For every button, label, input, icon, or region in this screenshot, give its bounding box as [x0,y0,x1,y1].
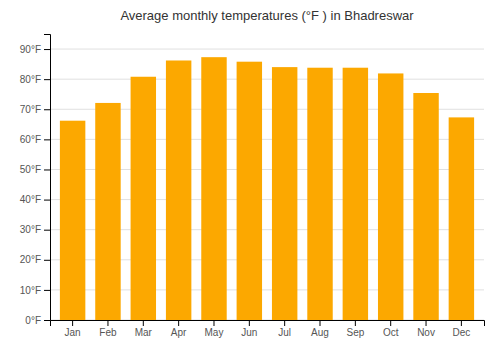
tick-mark [44,260,50,261]
tick-mark [461,320,462,326]
tick-label: 40°F [20,194,41,205]
tick: 20°F [20,254,50,265]
tick-label: 60°F [20,134,41,145]
tick-mark [44,169,50,170]
tick: May [205,320,224,338]
tick-mark [107,320,108,326]
tick-label: 70°F [20,104,41,115]
bar [166,60,191,320]
tick-mark [44,139,50,140]
bar [237,62,262,320]
tick-mark [44,49,50,50]
tick: Jan [65,320,81,338]
plot-area [60,57,474,320]
tick: Aug [311,320,329,338]
tick-mark [44,290,50,291]
bar [413,93,438,320]
tick-label: Jun [241,327,257,338]
bar [272,67,297,320]
tick-label: Dec [452,327,470,338]
tick-mark [426,320,427,326]
tick-mark [44,230,50,231]
title: Average monthly temperatures (°F ) in Bh… [120,8,414,23]
grid-line [50,79,484,80]
tick: Feb [99,320,117,338]
tick-label: Jan [65,327,81,338]
tick-mark [284,320,285,326]
bar [307,68,332,320]
chart: 0°F 10°F 20°F 30°F 40°F 50°F 60°F 70°F 80°F 90°F J… [0,0,500,350]
tick-label: Nov [417,327,435,338]
bar [449,117,474,320]
tick-mark [213,320,214,326]
tick-mark [72,320,73,326]
tick: Oct [383,320,399,338]
x-axis: Jan Feb Mar Apr May Jun Jul Aug Sep Oct Nov Dec [51,320,485,338]
y-axis: 0°F 10°F 20°F 30°F 40°F 50°F 60°F 70°F 80°F 90°F [20,35,51,326]
axis-line [51,321,485,327]
tick-label: Sep [346,327,364,338]
tick-label: May [205,327,224,338]
bar [95,103,120,320]
tick: 80°F [20,74,50,85]
tick-mark [320,320,321,326]
bar [60,121,85,320]
tick-label: Aug [311,327,329,338]
tick: Mar [135,320,153,338]
tick: 10°F [20,285,50,296]
tick-mark [355,320,356,326]
bar [343,68,368,320]
tick-mark [44,200,50,201]
tick-mark [44,109,50,110]
bar [131,77,156,320]
tick-mark [143,320,144,326]
tick: 50°F [20,164,50,175]
tick-label: 20°F [20,254,41,265]
tick-label: 30°F [20,224,41,235]
tick: 0°F [25,315,50,326]
bar [378,73,403,320]
tick: Dec [452,320,470,338]
tick-label: 90°F [20,44,41,55]
tick-label: 0°F [25,315,41,326]
tick-label: Oct [383,327,399,338]
tick-label: Jul [278,327,291,338]
tick: Sep [346,320,364,338]
tick-label: Apr [171,327,187,338]
tick: Jun [241,320,257,338]
tick: 30°F [20,224,50,235]
tick-label: 50°F [20,164,41,175]
tick-label: 10°F [20,285,41,296]
tick: 70°F [20,104,50,115]
tick-label: 80°F [20,74,41,85]
tick: 60°F [20,134,50,145]
tick-mark [178,320,179,326]
tick: 40°F [20,194,50,205]
tick: 90°F [20,44,50,55]
grid-line [50,49,484,50]
grid [50,49,484,320]
tick-label: Feb [99,327,117,338]
tick: Jul [278,320,291,338]
tick-mark [44,320,50,321]
bar [201,57,226,320]
axis-line [44,35,51,321]
tick: Nov [417,320,435,338]
tick-mark [249,320,250,326]
tick-mark [44,79,50,80]
tick: Apr [171,320,187,338]
tick-mark [390,320,391,326]
tick-label: Mar [135,327,153,338]
